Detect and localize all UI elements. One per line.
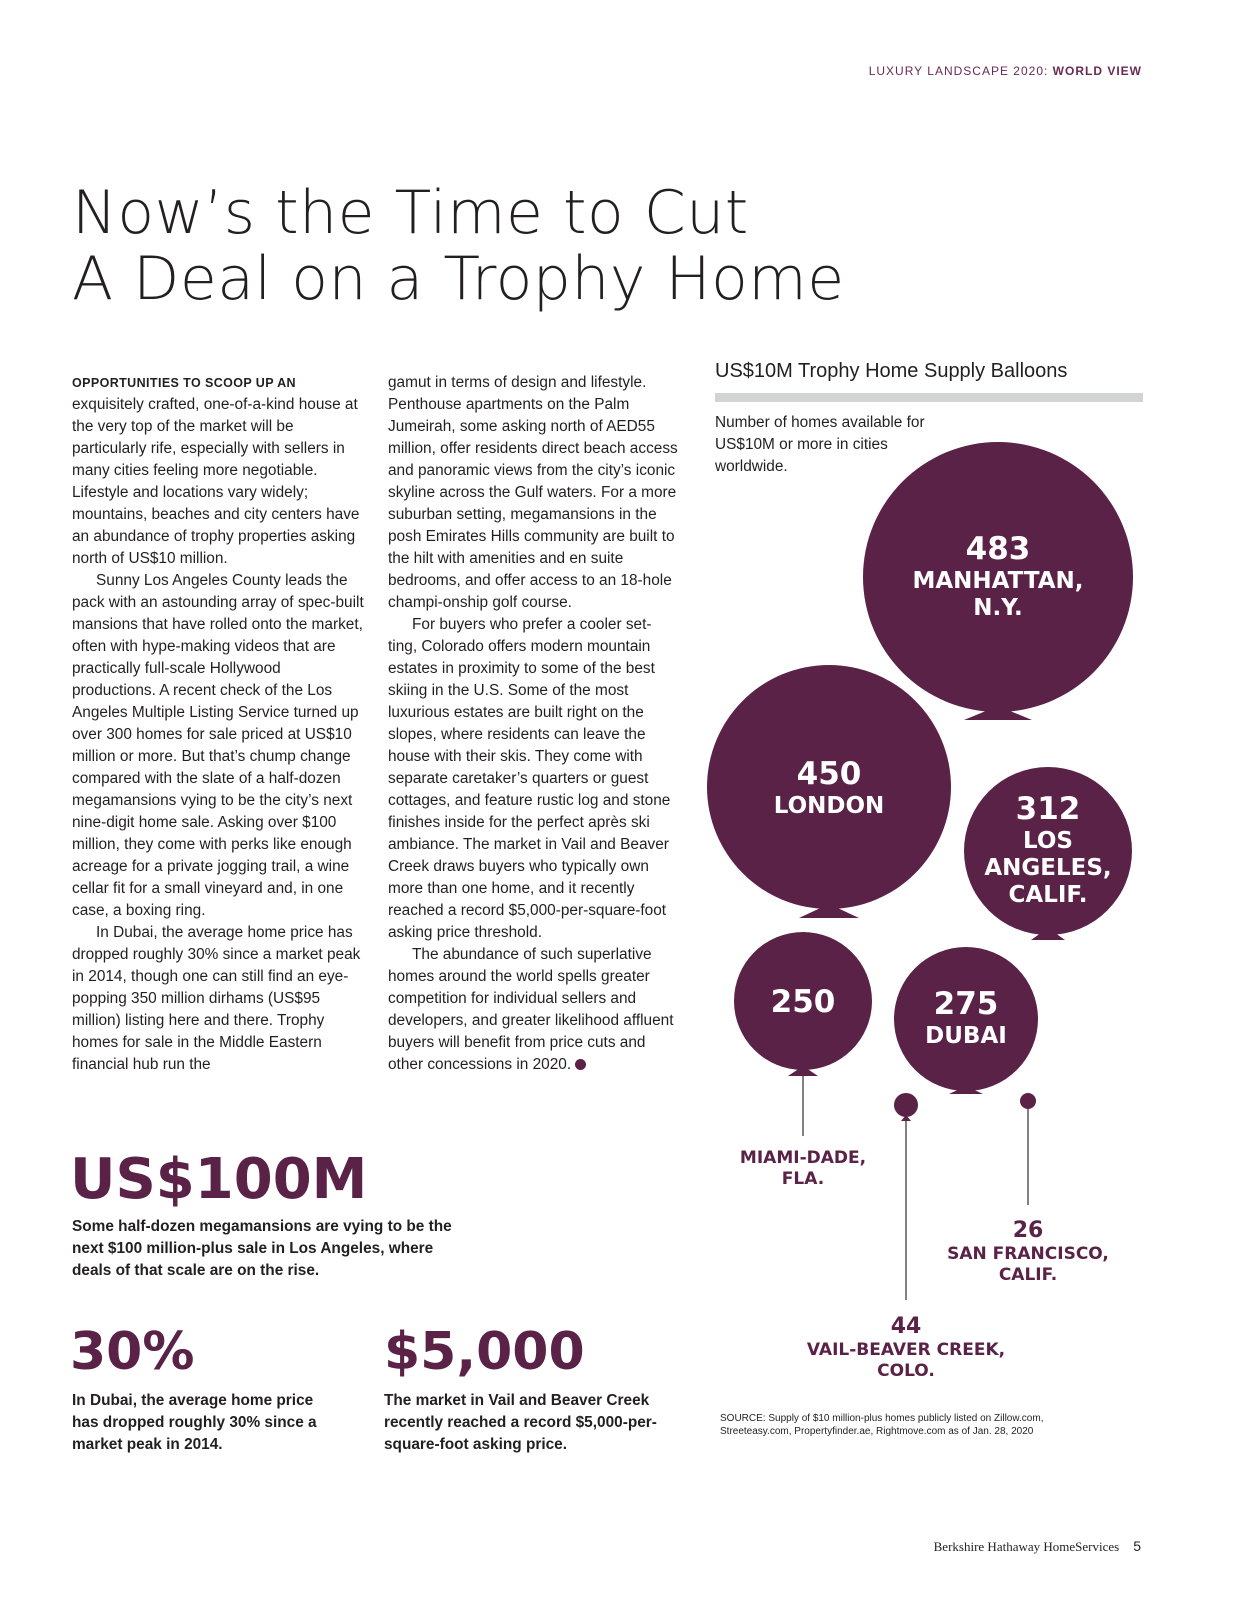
balloon-los-angeles <box>964 767 1132 935</box>
section-name: LUXURY LANDSCAPE 2020: <box>868 64 1053 78</box>
balloon-knot-vail <box>901 1115 911 1121</box>
balloon-city: FLA. <box>781 1169 825 1189</box>
footer-brand: Berkshire Hathaway HomeServices <box>933 1539 1120 1554</box>
label-vail: 44 VAIL-BEAVER CREEK, COLO. <box>786 1314 1026 1382</box>
stat-desc-5000: The market in Vail and Beaver Creek rece… <box>384 1392 657 1453</box>
balloon-dubai <box>894 947 1038 1091</box>
article-paragraph: For buyers who prefer a cooler set-ting,… <box>388 616 671 941</box>
page-title: Now’s the Time to Cut A Deal on a Trophy… <box>72 180 845 312</box>
balloon-city: LONDON <box>773 793 885 819</box>
article-column-1: OPPORTUNITIES TO SCOOP UP AN exquisitely… <box>72 372 364 1076</box>
balloon-value: 312 <box>1015 791 1081 827</box>
balloon-value: 275 <box>933 986 999 1022</box>
label-miami: MIAMI-DADE, FLA. <box>713 1148 893 1190</box>
article-text: exquisitely crafted, one-of-a-kind house… <box>72 396 360 567</box>
balloon-value: 44 <box>890 1314 922 1339</box>
title-line-1: Now’s the Time to Cut <box>72 178 749 248</box>
end-mark-icon <box>575 1059 587 1071</box>
page-number: 5 <box>1133 1538 1141 1554</box>
balloon-label-miami: 250 <box>743 983 863 1021</box>
balloon-knot-manhattan <box>964 706 1032 720</box>
balloon-value: 26 <box>1012 1218 1044 1243</box>
balloon-knot-london <box>799 904 859 918</box>
article-text: The abundance of such superlative homes … <box>388 946 674 1073</box>
article-paragraph: OPPORTUNITIES TO SCOOP UP AN exquisitely… <box>72 372 364 570</box>
balloon-knot-los-angeles <box>1031 928 1065 940</box>
balloon-miami <box>734 932 872 1070</box>
chart-subtitle: Number of homes available for US$10M or … <box>715 414 925 475</box>
stat-value-100m: US$100M <box>70 1147 368 1212</box>
article-paragraph: The abundance of such superlative homes … <box>388 944 680 1076</box>
balloon-city: VAIL-BEAVER CREEK, <box>806 1340 1006 1360</box>
article-lead: OPPORTUNITIES TO SCOOP UP AN <box>72 376 296 390</box>
label-san-francisco: 26 SAN FRANCISCO, CALIF. <box>918 1218 1138 1286</box>
page-footer: Berkshire Hathaway HomeServices 5 <box>934 1538 1141 1555</box>
balloon-city: DUBAI <box>925 1023 1007 1049</box>
balloon-city: CALIF. <box>1008 882 1088 908</box>
balloon-label-london: 450 LONDON <box>729 755 929 820</box>
chart-title: US$10M Trophy Home Supply Balloons <box>715 360 1068 382</box>
balloon-manhattan <box>863 442 1133 712</box>
balloon-knot-miami <box>788 1066 818 1076</box>
stat-desc-100m: Some half-dozen megamansions are vying t… <box>72 1218 452 1279</box>
balloon-label-dubai: 275 DUBAI <box>896 985 1036 1050</box>
article-paragraph: Sunny Los Angeles County leads the pack … <box>72 572 364 919</box>
balloon-value: 450 <box>796 756 862 792</box>
balloon-san-francisco <box>1020 1093 1036 1109</box>
subsection-name: WORLD VIEW <box>1052 64 1142 78</box>
chart-title-rule <box>715 393 1143 402</box>
balloon-city: COLO. <box>877 1361 935 1381</box>
balloon-knot-dubai <box>949 1086 983 1094</box>
balloon-city: MIAMI-DADE, <box>739 1148 867 1168</box>
balloon-london <box>707 665 951 909</box>
stat-value-5000: $5,000 <box>384 1322 585 1382</box>
balloon-city: N.Y. <box>973 595 1023 621</box>
balloon-label-los-angeles: 312 LOS ANGELES, CALIF. <box>978 790 1118 909</box>
balloon-city: SAN FRANCISCO, <box>947 1244 1109 1264</box>
section-header: LUXURY LANDSCAPE 2020: WORLD VIEW <box>869 64 1142 78</box>
stat-value-30pct: 30% <box>70 1322 195 1382</box>
balloon-city: ANGELES, <box>984 855 1112 881</box>
article-paragraph: gamut in terms of design and lifestyle. … <box>388 374 678 611</box>
title-line-2: A Deal on a Trophy Home <box>72 244 845 314</box>
balloon-vail <box>894 1093 918 1117</box>
balloon-city: MANHATTAN, <box>912 568 1084 594</box>
article-paragraph: In Dubai, the average home price has dro… <box>72 924 361 1073</box>
article-column-2: gamut in terms of design and lifestyle. … <box>388 372 680 1076</box>
balloon-city: LOS <box>1023 828 1073 854</box>
stat-desc-30pct: In Dubai, the average home price has dro… <box>72 1392 317 1453</box>
chart-source: SOURCE: Supply of $10 million-plus homes… <box>720 1413 1044 1437</box>
balloon-value: 483 <box>965 531 1031 567</box>
balloon-value: 250 <box>770 984 836 1020</box>
balloon-label-manhattan: 483 MANHATTAN, N.Y. <box>878 530 1118 622</box>
balloon-city: CALIF. <box>998 1265 1058 1285</box>
